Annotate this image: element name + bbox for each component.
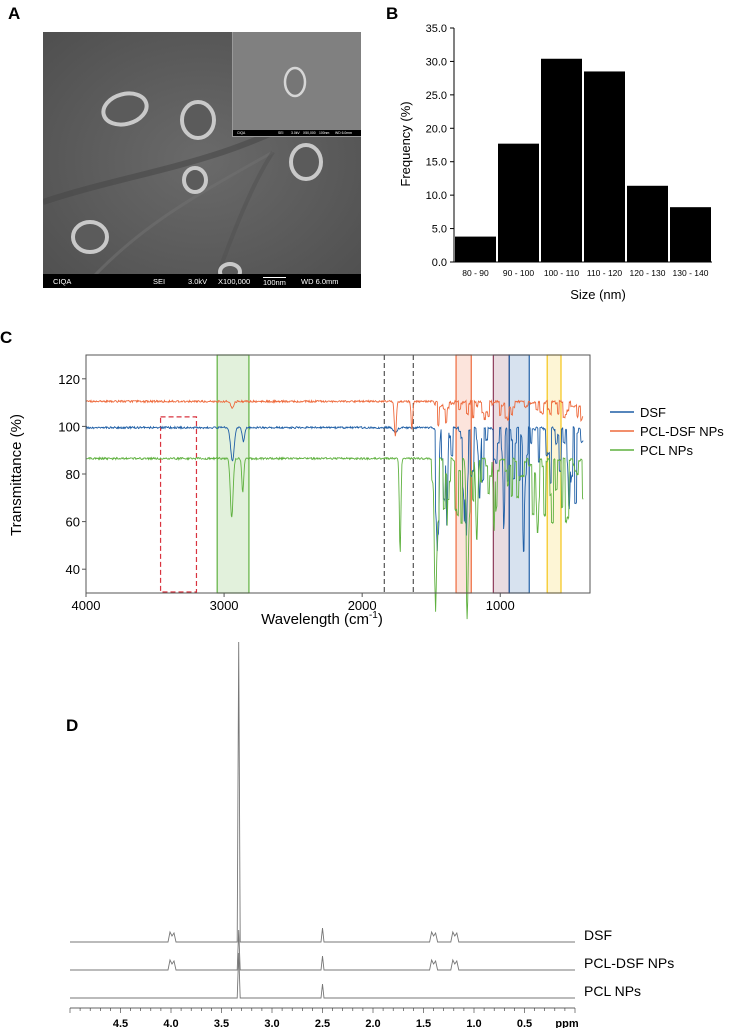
histogram-y-tick-label: 5.0 bbox=[432, 224, 447, 236]
sem-micrograph: CIQA SEI 3.0kV X50,000 100nm WD 6.0mm CI… bbox=[43, 32, 361, 288]
nmr-axis-tick-label: 2.5 bbox=[315, 1018, 330, 1028]
histogram-x-tick-label: 90 - 100 bbox=[503, 268, 534, 278]
inset-bar-magnification: X50,000 bbox=[303, 131, 316, 135]
histogram-x-axis: 80 - 90 90 - 100 100 - 110 110 - 120 120 - 1… bbox=[462, 268, 708, 278]
ftir-x-label: Wavelength (cm-1) bbox=[261, 610, 383, 628]
histogram-y-tick-label: 0.0 bbox=[432, 257, 447, 269]
ftir-legend-label: DSF bbox=[640, 405, 666, 420]
sem-inset-micrograph: CIQA SEI 3.0kV X50,000 100nm WD 6.0mm bbox=[232, 32, 361, 137]
nmr-series-label: PCL-DSF NPs bbox=[584, 955, 674, 971]
ftir-y-tick-label: 60 bbox=[66, 515, 80, 530]
ftir-x-tick-label: 3000 bbox=[210, 598, 239, 613]
histogram-bar bbox=[584, 71, 625, 262]
histogram-x-tick-label: 120 - 130 bbox=[630, 268, 666, 278]
histogram-y-axis: 0.0 5.0 10.0 15.0 20.0 25.0 30.0 35.0 bbox=[426, 23, 454, 269]
histogram-x-tick-label: 110 - 120 bbox=[587, 268, 623, 278]
ftir-axes: 4000 3000 2000 1000 40 60 80 100 120 bbox=[58, 372, 514, 613]
histogram-y-tick-label: 25.0 bbox=[426, 90, 447, 102]
histogram-bars bbox=[455, 58, 711, 262]
sem-info-bar: CIQA SEI 3.0kV X100,000 100nm WD 6.0mm bbox=[43, 274, 361, 288]
size-histogram: 0.0 5.0 10.0 15.0 20.0 25.0 30.0 35.0 80 - 90 90… bbox=[400, 23, 712, 302]
nanoparticle bbox=[180, 100, 216, 140]
nmr-axis-tick-label: 4.0 bbox=[163, 1018, 178, 1028]
sem-bar-mode: SEI bbox=[153, 277, 166, 286]
nmr-series-label: PCL NPs bbox=[584, 983, 641, 999]
sem-bar-wd: WD 6.0mm bbox=[301, 277, 339, 286]
nanoparticle bbox=[101, 91, 149, 127]
histogram-y-tick-label: 15.0 bbox=[426, 157, 447, 169]
nmr-axis-tick-label: 0.5 bbox=[517, 1018, 532, 1028]
ftir-legend-label: PCL-DSF NPs bbox=[640, 424, 724, 439]
histogram-x-tick-label: 130 - 140 bbox=[673, 268, 709, 278]
histogram-bar bbox=[670, 207, 711, 262]
nmr-axis-tick-label: 1.0 bbox=[466, 1018, 481, 1028]
histogram-x-tick-label: 80 - 90 bbox=[462, 268, 489, 278]
panel-label-c: C bbox=[0, 328, 13, 347]
nmr-axis-tick-label: 3.0 bbox=[264, 1018, 279, 1028]
histogram-bar bbox=[498, 143, 539, 262]
ftir-series-line bbox=[85, 456, 584, 620]
sem-bar-magnification: X100,000 bbox=[218, 277, 251, 286]
histogram-y-tick-label: 35.0 bbox=[426, 23, 447, 35]
sem-bar-voltage: 3.0kV bbox=[188, 277, 208, 286]
histogram-y-tick-label: 30.0 bbox=[426, 56, 447, 68]
ftir-y-label: Transmittance (%) bbox=[8, 414, 25, 536]
nmr-series-line bbox=[70, 952, 575, 999]
nmr-series-line bbox=[70, 641, 575, 943]
panel-label-a: A bbox=[8, 4, 21, 23]
nanoparticle bbox=[283, 66, 307, 98]
inset-bar-voltage: 3.0kV bbox=[291, 131, 300, 135]
nanoparticle bbox=[71, 220, 109, 254]
histogram-bar bbox=[541, 58, 582, 262]
nmr-axis-tick-label: 1.5 bbox=[416, 1018, 431, 1028]
nmr-axis-unit: ppm bbox=[555, 1018, 578, 1028]
nmr-series-line bbox=[70, 929, 575, 971]
sem-bar-lab: CIQA bbox=[53, 277, 72, 286]
nmr-axis-tick-label: 3.5 bbox=[214, 1018, 229, 1028]
ftir-series-line bbox=[85, 399, 584, 437]
histogram-bar bbox=[627, 185, 668, 262]
inset-bar-scale: 100nm bbox=[319, 131, 330, 135]
histogram-bar bbox=[455, 236, 496, 262]
ftir-y-tick-label: 120 bbox=[58, 372, 80, 387]
nmr-axis-tick-label: 4.5 bbox=[113, 1018, 128, 1028]
nanoparticle bbox=[289, 143, 323, 181]
inset-bar-lab: CIQA bbox=[237, 131, 246, 135]
nmr-axis: 4.5 4.0 3.5 3.0 2.5 2.0 1.5 1.0 0.5 ppm bbox=[69, 1007, 579, 1028]
ftir-x-tick-label: 2000 bbox=[348, 598, 377, 613]
ftir-x-tick-label: 1000 bbox=[486, 598, 515, 613]
sem-bar-scale: 100nm bbox=[263, 277, 286, 287]
ftir-spectrum: 4000 3000 2000 1000 40 60 80 100 120 Transmittan… bbox=[8, 354, 724, 628]
sem-inset-texture bbox=[233, 32, 361, 136]
ftir-y-tick-label: 80 bbox=[66, 467, 80, 482]
ftir-legend: DSF PCL-DSF NPs PCL NPs bbox=[610, 405, 724, 458]
inset-bar-mode: SEI bbox=[278, 131, 284, 135]
inset-bar-wd: WD 6.0mm bbox=[335, 131, 352, 135]
ftir-series-line bbox=[85, 425, 584, 553]
sem-inset-info-bar: CIQA SEI 3.0kV X50,000 100nm WD 6.0mm bbox=[233, 130, 361, 136]
histogram-y-label: Frequency (%) bbox=[400, 101, 413, 186]
histogram-x-tick-label: 100 - 110 bbox=[544, 268, 580, 278]
nmr-axis-tick-label: 2.0 bbox=[365, 1018, 380, 1028]
ftir-series bbox=[85, 399, 584, 620]
nanoparticle bbox=[182, 166, 208, 194]
histogram-x-label: Size (nm) bbox=[570, 287, 626, 302]
nmr-series: DSF PCL-DSF NPs PCL NPs bbox=[70, 641, 674, 999]
ftir-y-tick-label: 40 bbox=[66, 562, 80, 577]
panel-label-d: D bbox=[66, 716, 79, 735]
nmr-spectrum: DSF PCL-DSF NPs PCL NPs 4.5 4.0 3.5 3.0 2.5 2.0… bbox=[69, 641, 674, 1028]
histogram-y-tick-label: 10.0 bbox=[426, 190, 447, 202]
ftir-y-tick-label: 100 bbox=[58, 419, 80, 434]
panel-label-b: B bbox=[386, 4, 399, 23]
ftir-dashed-region bbox=[159, 416, 198, 593]
ftir-highlight-regions bbox=[159, 354, 562, 594]
histogram-y-tick-label: 20.0 bbox=[426, 123, 447, 135]
ftir-x-tick-label: 4000 bbox=[72, 598, 101, 613]
ftir-legend-label: PCL NPs bbox=[640, 443, 693, 458]
nmr-series-label: DSF bbox=[584, 927, 612, 943]
